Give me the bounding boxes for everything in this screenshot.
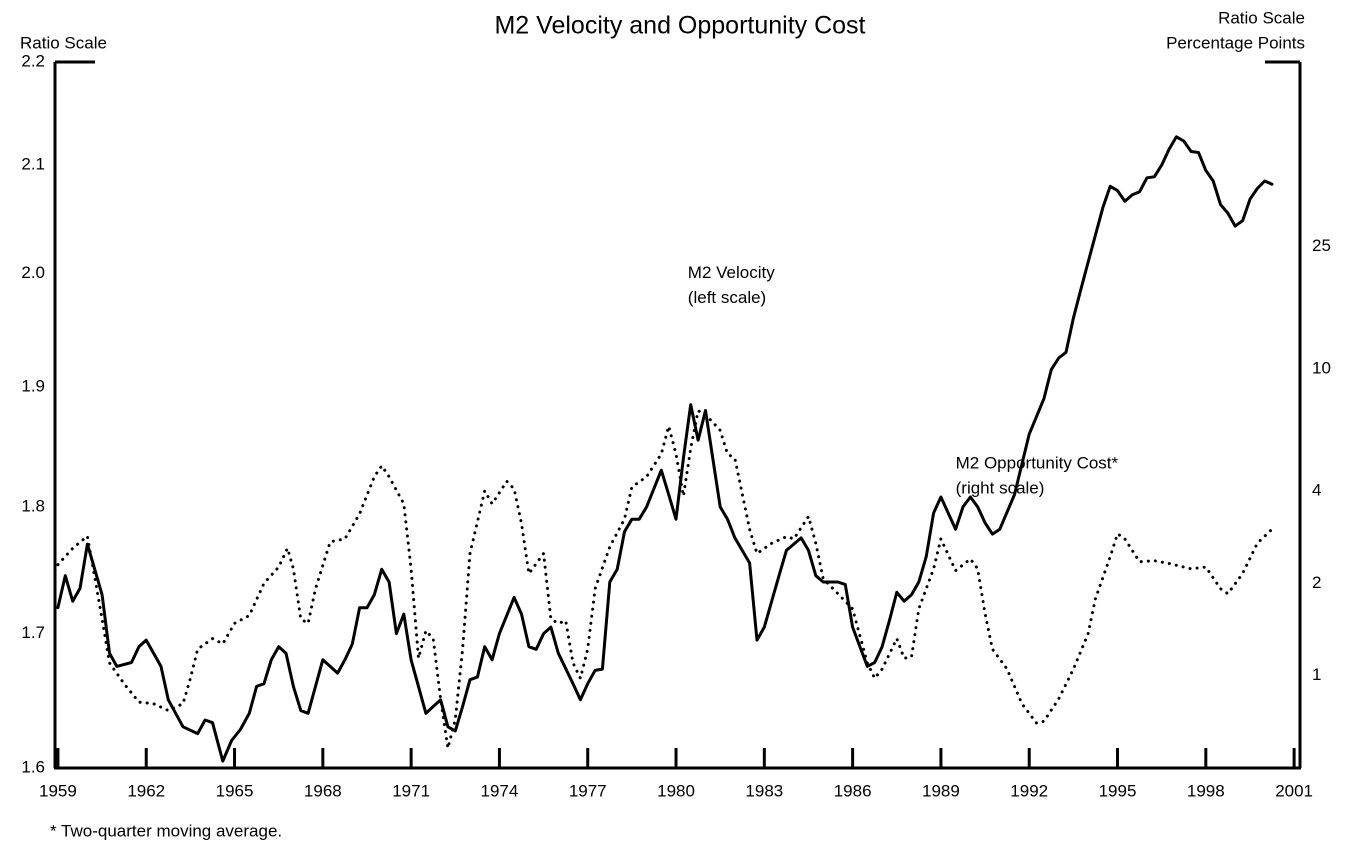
y-tick-label: 2.2 [21, 51, 45, 70]
series-line [56, 135, 1274, 763]
x-tick-label: 1998 [1187, 781, 1225, 800]
x-tick-label: 1959 [39, 781, 77, 800]
x-tick-label: 2001 [1275, 781, 1313, 800]
x-tick-label: 1971 [392, 781, 430, 800]
y2-tick-label: 2 [1312, 573, 1321, 592]
y2-axis-label: Ratio Scale [1218, 8, 1305, 27]
x-tick-label: 1977 [569, 781, 607, 800]
y2-tick-label: 25 [1312, 236, 1331, 255]
annotation: M2 Opportunity Cost* [956, 454, 1119, 473]
x-tick-label: 1986 [834, 781, 872, 800]
footnote: * Two-quarter moving average. [50, 821, 282, 840]
y-axis-label: Ratio Scale [20, 33, 107, 52]
y-tick-label: 1.9 [21, 376, 45, 395]
series-line [56, 409, 1274, 750]
y2-tick-label: 10 [1312, 358, 1331, 377]
y-tick-label: 2.0 [21, 263, 45, 282]
x-tick-label: 1962 [127, 781, 165, 800]
annotation: (left scale) [688, 288, 766, 307]
chart-title: M2 Velocity and Opportunity Cost [494, 12, 865, 40]
y2-tick-label: 4 [1312, 480, 1321, 499]
x-tick-label: 1983 [745, 781, 783, 800]
x-tick-label: 1965 [216, 781, 254, 800]
x-tick-label: 1968 [304, 781, 342, 800]
y-tick-label: 1.6 [21, 757, 45, 776]
x-tick-label: 1974 [481, 781, 519, 800]
y2-tick-label: 1 [1312, 665, 1321, 684]
annotation: (right scale) [956, 479, 1045, 498]
y-tick-label: 2.1 [21, 155, 45, 174]
y-tick-label: 1.7 [21, 623, 45, 642]
y-tick-label: 1.8 [21, 496, 45, 515]
y2-axis-label: Percentage Points [1166, 33, 1305, 52]
x-tick-label: 1992 [1010, 781, 1048, 800]
annotation: M2 Velocity [688, 263, 775, 282]
x-tick-label: 1980 [657, 781, 695, 800]
x-tick-label: 1989 [922, 781, 960, 800]
x-tick-label: 1995 [1099, 781, 1137, 800]
